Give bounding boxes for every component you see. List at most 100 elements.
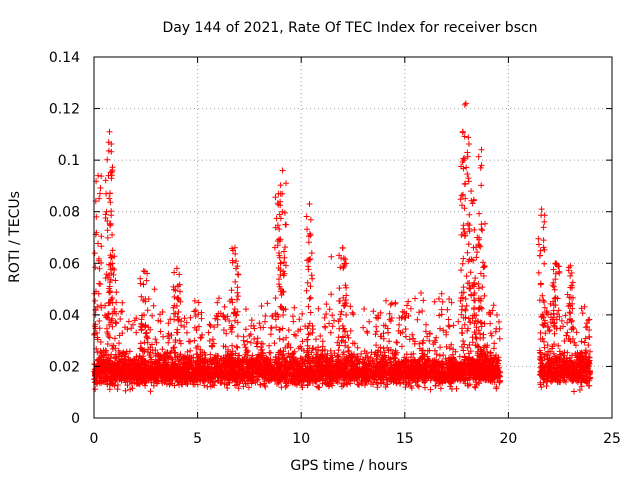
data-point	[374, 367, 381, 374]
data-point	[228, 365, 235, 372]
data-point	[247, 331, 254, 338]
data-point	[323, 311, 330, 317]
data-point	[476, 369, 483, 375]
data-point	[403, 302, 410, 309]
data-point	[106, 321, 113, 328]
data-point	[482, 356, 489, 363]
data-point	[248, 323, 255, 329]
data-point	[472, 384, 479, 391]
data-point	[403, 370, 410, 377]
data-point	[322, 324, 329, 331]
data-point	[109, 346, 116, 352]
data-point	[293, 375, 300, 381]
data-point	[256, 352, 263, 359]
data-point	[421, 351, 428, 358]
data-point	[280, 348, 287, 355]
data-point	[450, 362, 457, 368]
data-point	[319, 376, 326, 383]
data-point	[198, 334, 205, 341]
data-point	[249, 374, 256, 381]
data-point	[490, 302, 497, 309]
data-point	[401, 309, 408, 316]
data-point	[127, 361, 134, 368]
data-point	[107, 222, 114, 229]
data-point	[240, 337, 247, 344]
data-point	[142, 322, 149, 329]
data-point	[173, 265, 180, 272]
data-point	[570, 363, 576, 370]
data-point	[304, 357, 311, 364]
data-point	[420, 297, 427, 304]
data-point	[174, 313, 181, 320]
data-point	[486, 362, 493, 369]
data-point	[98, 233, 105, 240]
data-point	[408, 354, 414, 361]
data-point	[493, 384, 500, 390]
data-point	[362, 364, 369, 371]
data-point	[416, 340, 423, 347]
data-point	[491, 354, 498, 361]
data-point	[95, 172, 102, 179]
data-point	[208, 364, 215, 371]
data-point	[347, 327, 354, 334]
data-point	[446, 323, 453, 330]
data-point	[551, 341, 558, 348]
data-point	[228, 351, 235, 358]
data-point	[92, 370, 99, 377]
data-point	[187, 314, 194, 321]
data-point	[106, 195, 113, 202]
data-point	[234, 333, 241, 340]
data-point	[578, 305, 585, 312]
data-point	[198, 315, 205, 322]
data-point	[298, 346, 305, 352]
data-point	[409, 362, 416, 369]
data-point	[137, 364, 144, 371]
data-point	[197, 346, 204, 353]
data-point	[462, 370, 469, 377]
data-point	[422, 384, 428, 391]
data-point	[389, 366, 396, 373]
data-point	[220, 343, 227, 350]
data-point	[433, 351, 440, 358]
data-point	[134, 373, 141, 379]
data-point	[278, 384, 285, 391]
data-point	[182, 379, 189, 386]
data-point	[96, 195, 103, 202]
data-point	[315, 347, 322, 354]
data-point	[91, 250, 98, 257]
data-point	[168, 332, 175, 338]
data-point	[110, 271, 117, 278]
data-point	[251, 336, 258, 342]
data-point	[115, 347, 122, 354]
data-point	[313, 378, 320, 385]
data-point	[582, 324, 589, 331]
data-point	[419, 371, 426, 378]
data-point	[108, 296, 115, 303]
data-point	[482, 342, 488, 349]
data-point	[175, 309, 182, 315]
data-point	[326, 382, 333, 388]
data-point	[578, 379, 585, 385]
data-point	[553, 369, 560, 376]
data-point	[242, 326, 249, 333]
data-point	[443, 343, 450, 350]
data-point	[465, 361, 472, 368]
data-point	[573, 362, 580, 369]
data-point	[448, 341, 455, 348]
data-point	[342, 328, 349, 335]
data-point	[341, 359, 348, 366]
data-point	[171, 269, 178, 276]
data-point	[259, 374, 266, 381]
data-point	[168, 363, 175, 370]
data-point	[387, 346, 394, 353]
data-point	[224, 313, 231, 320]
data-point	[338, 383, 345, 390]
data-point	[423, 321, 429, 328]
data-point	[140, 281, 147, 288]
data-point	[224, 352, 231, 359]
data-point	[92, 323, 98, 330]
data-point	[233, 361, 240, 368]
data-point	[237, 378, 244, 385]
data-point	[250, 356, 257, 363]
data-point	[174, 329, 181, 336]
